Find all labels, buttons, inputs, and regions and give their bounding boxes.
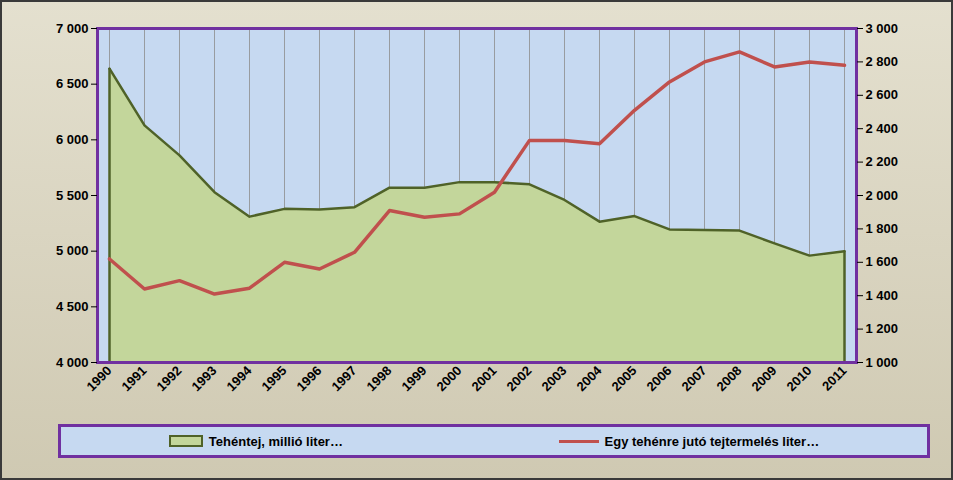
svg-text:2002: 2002 [504,363,535,394]
svg-text:6 000: 6 000 [56,132,89,147]
svg-text:6 500: 6 500 [56,76,89,91]
svg-text:1990: 1990 [84,363,115,394]
svg-text:1995: 1995 [259,363,290,394]
svg-text:1997: 1997 [329,363,360,394]
svg-text:1992: 1992 [154,363,185,394]
svg-text:1 800: 1 800 [866,221,899,236]
svg-text:2005: 2005 [609,363,640,394]
svg-text:2000: 2000 [434,363,465,394]
svg-text:2009: 2009 [749,363,780,394]
svg-text:4 500: 4 500 [56,299,89,314]
svg-text:5 000: 5 000 [56,243,89,258]
svg-text:3 000: 3 000 [866,21,899,36]
svg-text:2003: 2003 [539,363,570,394]
svg-text:1996: 1996 [294,363,325,394]
svg-text:2 400: 2 400 [866,121,899,136]
svg-text:1 600: 1 600 [866,254,899,269]
svg-text:1 400: 1 400 [866,288,899,303]
svg-text:2 600: 2 600 [866,87,899,102]
svg-text:7 000: 7 000 [56,21,89,36]
svg-text:2 800: 2 800 [866,54,899,69]
svg-text:1998: 1998 [364,363,395,394]
svg-text:2006: 2006 [644,363,675,394]
svg-text:1991: 1991 [119,363,150,394]
svg-text:1993: 1993 [189,363,220,394]
svg-text:4 000: 4 000 [56,355,89,370]
svg-text:2011: 2011 [819,363,850,394]
svg-text:1 200: 1 200 [866,321,899,336]
html-text:Egy tehénre jutó tejtermelés l: Egy tehénre jutó tejtermelés liter… [604,433,820,449]
svg-text:2010: 2010 [784,363,815,394]
html-text:Tehéntej, millió liter…: Tehéntej, millió liter… [208,433,343,449]
svg-text:1 000: 1 000 [866,355,899,370]
svg-text:2008: 2008 [714,363,745,394]
svg-text:2001: 2001 [469,363,500,394]
svg-text:5 500: 5 500 [56,188,89,203]
svg-text:1999: 1999 [399,363,430,394]
svg-text:2 200: 2 200 [866,154,899,169]
svg-text:2004: 2004 [574,362,606,394]
svg-text:2007: 2007 [679,363,710,394]
svg-text:1994: 1994 [224,362,256,394]
svg-text:2 000: 2 000 [866,188,899,203]
